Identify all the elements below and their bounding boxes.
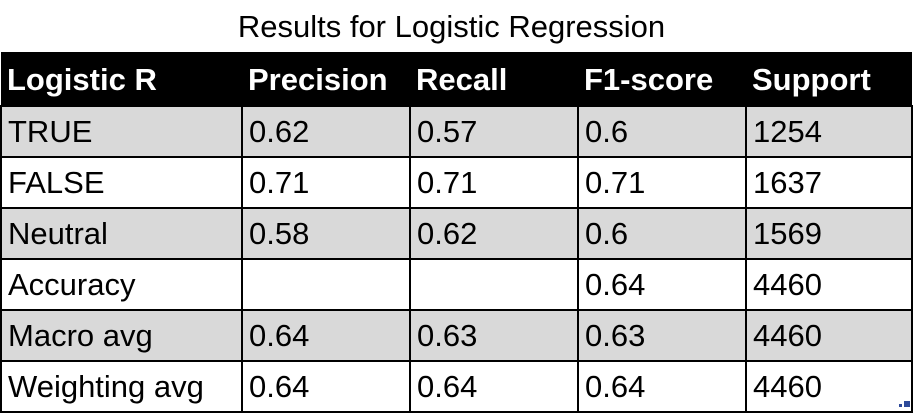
precision-cell[interactable]: 0.64 [241,360,411,413]
f1-score-cell[interactable]: 0.6 [577,207,747,260]
column-header-recall[interactable]: Recall [410,52,578,107]
table-row-macro-avg: Macro avg 0.64 0.63 0.63 4460 [0,309,913,362]
precision-cell[interactable]: 0.71 [241,156,411,209]
f1-score-cell[interactable]: 0.64 [577,360,747,413]
recall-cell[interactable]: 0.57 [409,105,579,158]
f1-score-cell[interactable]: 0.6 [577,105,747,158]
f1-score-cell[interactable]: 0.71 [577,156,747,209]
recall-cell[interactable]: 0.62 [409,207,579,260]
column-header-model[interactable]: Logistic R [1,52,242,107]
table-row-weighting-avg: Weighting avg 0.64 0.64 0.64 4460 [0,360,913,413]
column-header-precision[interactable]: Precision [242,52,410,107]
row-label-cell[interactable]: Accuracy [0,258,243,311]
results-table: Logistic R Precision Recall F1-score Sup… [0,52,913,413]
row-label-cell[interactable]: Neutral [0,207,243,260]
table-row-false: FALSE 0.71 0.71 0.71 1637 [0,156,913,209]
resize-handle-icon[interactable] [899,401,910,407]
support-cell[interactable]: 4460 [745,258,913,311]
table-row-accuracy: Accuracy 0.64 4460 [0,258,913,311]
recall-cell[interactable]: 0.64 [409,360,579,413]
precision-cell[interactable]: 0.62 [241,105,411,158]
recall-cell[interactable]: 0.63 [409,309,579,362]
table-title: Results for Logistic Regression [237,9,666,44]
header-row: Logistic R Precision Recall F1-score Sup… [1,52,912,107]
column-header-support[interactable]: Support [746,52,912,107]
precision-cell[interactable]: 0.58 [241,207,411,260]
row-label-cell[interactable]: Weighting avg [0,360,243,413]
support-cell[interactable]: 4460 [745,360,913,413]
support-cell[interactable]: 1569 [745,207,913,260]
table-row-true: TRUE 0.62 0.57 0.6 1254 [0,105,913,158]
column-header-f1-score[interactable]: F1-score [578,52,746,107]
recall-cell[interactable] [409,258,579,311]
row-label-cell[interactable]: FALSE [0,156,243,209]
support-cell[interactable]: 1254 [745,105,913,158]
precision-cell[interactable]: 0.64 [241,309,411,362]
support-cell[interactable]: 1637 [745,156,913,209]
recall-cell[interactable]: 0.71 [409,156,579,209]
row-label-cell[interactable]: TRUE [0,105,243,158]
precision-cell[interactable] [241,258,411,311]
row-label-cell[interactable]: Macro avg [0,309,243,362]
table-row-neutral: Neutral 0.58 0.62 0.6 1569 [0,207,913,260]
f1-score-cell[interactable]: 0.64 [577,258,747,311]
support-cell[interactable]: 4460 [745,309,913,362]
f1-score-cell[interactable]: 0.63 [577,309,747,362]
